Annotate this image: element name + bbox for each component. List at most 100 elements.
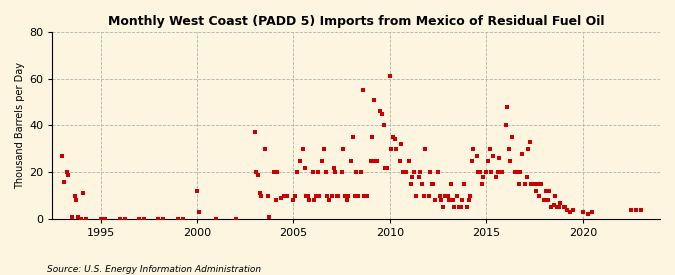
Point xyxy=(436,198,447,202)
Point xyxy=(568,207,578,212)
Point xyxy=(338,147,348,151)
Point xyxy=(256,193,267,198)
Point xyxy=(534,193,545,198)
Point xyxy=(298,147,308,151)
Point xyxy=(484,147,495,151)
Point xyxy=(328,165,339,170)
Point xyxy=(100,217,111,221)
Point xyxy=(348,135,358,139)
Point xyxy=(250,130,261,135)
Point xyxy=(434,193,445,198)
Point xyxy=(442,193,453,198)
Point xyxy=(476,182,487,186)
Point xyxy=(466,158,477,163)
Point xyxy=(57,154,68,158)
Point xyxy=(81,217,92,221)
Point xyxy=(446,182,456,186)
Point xyxy=(495,170,506,174)
Point xyxy=(254,191,265,196)
Point xyxy=(341,198,352,202)
Point xyxy=(138,217,149,221)
Point xyxy=(389,137,400,142)
Point xyxy=(386,147,397,151)
Point xyxy=(478,175,489,179)
Point xyxy=(336,170,347,174)
Point xyxy=(70,193,80,198)
Point xyxy=(158,217,169,221)
Point xyxy=(230,217,241,221)
Point xyxy=(502,104,512,109)
Point xyxy=(554,205,564,210)
Point xyxy=(404,158,414,163)
Point xyxy=(510,170,520,174)
Point xyxy=(463,198,474,202)
Point xyxy=(320,170,331,174)
Point xyxy=(370,158,381,163)
Point xyxy=(275,196,286,200)
Point xyxy=(310,193,321,198)
Point xyxy=(415,170,426,174)
Title: Monthly West Coast (PADD 5) Imports from Mexico of Residual Fuel Oil: Monthly West Coast (PADD 5) Imports from… xyxy=(108,15,604,28)
Point xyxy=(521,175,532,179)
Point xyxy=(535,182,546,186)
Point xyxy=(494,156,505,160)
Point xyxy=(471,154,482,158)
Point xyxy=(304,198,315,202)
Point xyxy=(177,217,188,221)
Point xyxy=(365,158,376,163)
Point xyxy=(299,165,310,170)
Point xyxy=(119,217,130,221)
Text: Source: U.S. Energy Information Administration: Source: U.S. Energy Information Administ… xyxy=(47,265,261,274)
Point xyxy=(377,112,387,116)
Point xyxy=(539,198,549,202)
Point xyxy=(362,193,373,198)
Point xyxy=(333,193,344,198)
Point xyxy=(95,217,106,221)
Point xyxy=(531,189,541,193)
Point xyxy=(327,193,338,198)
Point xyxy=(115,217,126,221)
Point xyxy=(497,170,508,174)
Point xyxy=(483,158,493,163)
Point xyxy=(448,198,458,202)
Point xyxy=(396,142,406,146)
Point xyxy=(504,147,514,151)
Point xyxy=(319,147,329,151)
Point xyxy=(500,123,511,128)
Point xyxy=(542,198,553,202)
Point xyxy=(414,175,425,179)
Point xyxy=(425,170,435,174)
Point xyxy=(541,189,551,193)
Point xyxy=(458,182,469,186)
Point xyxy=(272,170,283,174)
Point xyxy=(301,193,312,198)
Point xyxy=(399,170,410,174)
Point xyxy=(343,193,354,198)
Point xyxy=(66,214,77,219)
Point xyxy=(78,191,88,196)
Point xyxy=(330,170,341,174)
Point xyxy=(322,193,333,198)
Point xyxy=(427,182,437,186)
Point xyxy=(407,175,418,179)
Point xyxy=(385,74,396,79)
Point xyxy=(543,189,554,193)
Point xyxy=(513,182,524,186)
Point xyxy=(309,198,320,202)
Point xyxy=(380,165,391,170)
Point xyxy=(487,154,498,158)
Point xyxy=(317,158,328,163)
Point xyxy=(428,182,439,186)
Point xyxy=(381,165,392,170)
Point xyxy=(512,170,522,174)
Point xyxy=(400,170,411,174)
Point xyxy=(452,193,463,198)
Point xyxy=(251,170,262,174)
Point xyxy=(307,170,318,174)
Point xyxy=(550,193,561,198)
Point xyxy=(388,135,399,139)
Point xyxy=(134,217,144,221)
Point xyxy=(418,193,429,198)
Point xyxy=(564,210,575,214)
Point xyxy=(375,109,385,114)
